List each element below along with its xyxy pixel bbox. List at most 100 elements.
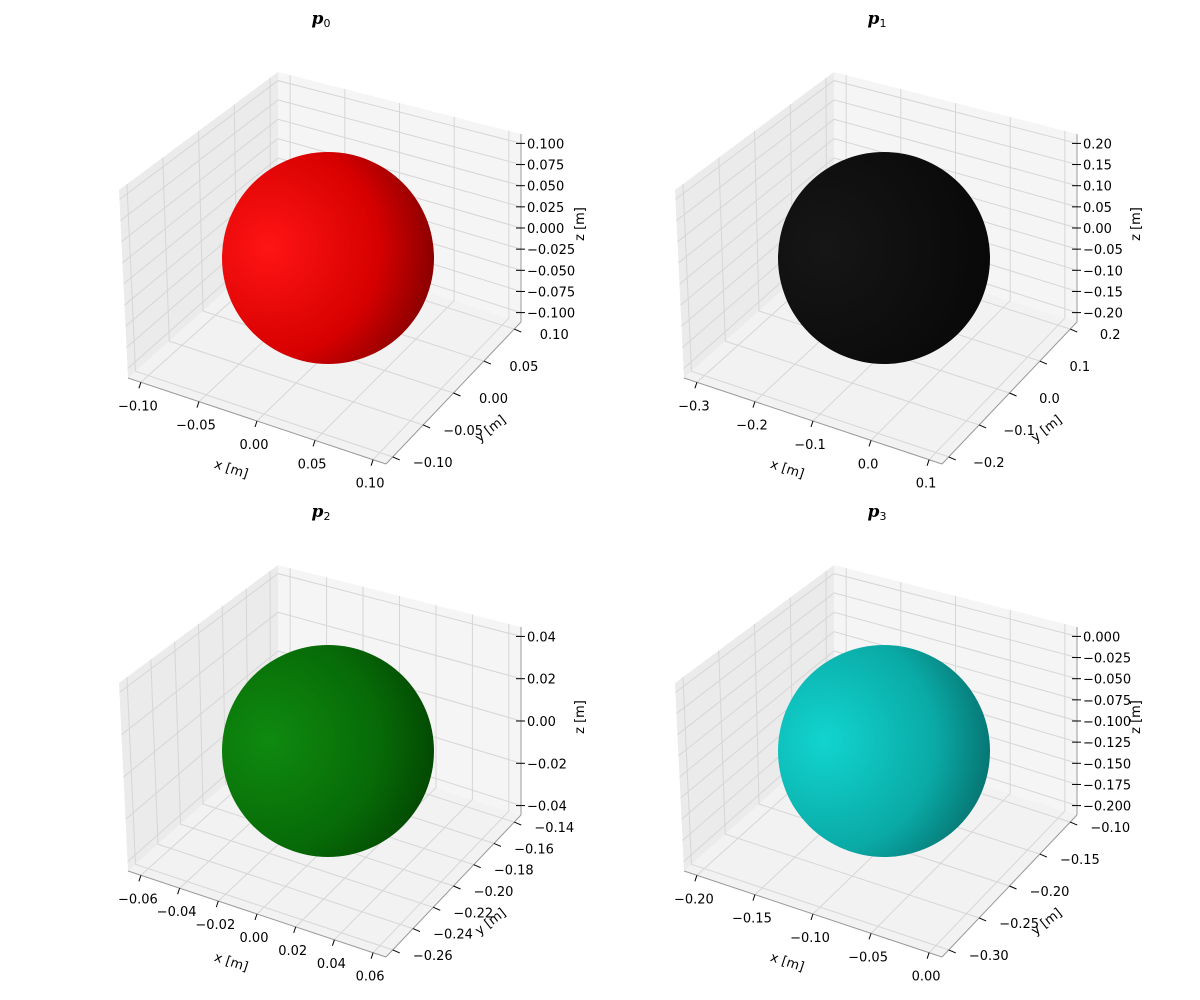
z-tick-label: 0.000 <box>527 222 564 237</box>
grid-line-x <box>372 623 510 954</box>
subplot-p1: −0.3 −0.2 −0.1 0.0 0.1 −0.2 −0.1 0.0 0.1 0.2 −0.20… <box>675 9 1144 492</box>
grid-line-x <box>295 605 437 928</box>
title-subscript: 0 <box>323 17 330 30</box>
y-tick <box>1009 392 1017 397</box>
x-tick <box>810 420 814 428</box>
ticks: −0.06−0.04−0.020.000.020.040.06−0.26−0.2… <box>118 630 574 984</box>
sphere-surface <box>778 152 990 364</box>
grid-line-y <box>150 659 414 930</box>
grid-line-y <box>754 130 1010 394</box>
y-tick-label: −0.16 <box>514 842 554 857</box>
y-tick <box>453 392 461 397</box>
z-tick-label: 0.00 <box>527 715 556 730</box>
grid-line-x <box>928 130 1066 461</box>
z-tick-label: −0.02 <box>527 757 567 772</box>
title-symbol: p <box>312 502 324 522</box>
grid-line-y <box>682 677 949 951</box>
subplot-title: p0 <box>312 9 331 30</box>
y-tick <box>433 906 441 911</box>
z-tick-label: 0.050 <box>527 180 564 195</box>
y-tick-label: −0.10 <box>413 456 453 471</box>
y-tick-label: 0.1 <box>1070 360 1091 375</box>
x-tick <box>868 440 872 447</box>
y-tick <box>493 842 502 847</box>
subplot-p2: −0.06−0.04−0.020.000.020.040.06−0.26−0.2… <box>118 502 588 985</box>
x-tick <box>196 401 200 408</box>
grid-line-z <box>675 80 1078 200</box>
z-tick-label: −0.050 <box>1083 673 1131 688</box>
title-subscript: 2 <box>323 510 330 523</box>
x-tick <box>868 933 872 940</box>
y-tick <box>978 917 987 922</box>
grid-line-y <box>754 623 1010 887</box>
z-tick-label: −0.050 <box>527 264 575 279</box>
y-tick-label: 0.10 <box>540 328 569 343</box>
z-axis-label: z [m] <box>1129 700 1144 734</box>
grid-line-z <box>679 650 1078 778</box>
x-tick <box>926 952 930 959</box>
x-tick-label: −0.05 <box>848 950 888 965</box>
x-tick-label: −0.2 <box>736 419 768 434</box>
x-tick-label: −0.10 <box>790 931 830 946</box>
x-axis-label: x [m] <box>212 457 250 482</box>
x-tick-label: 0.02 <box>278 944 307 959</box>
title-subscript: 1 <box>879 17 886 30</box>
left-pane <box>119 565 278 871</box>
x-tick <box>215 900 219 908</box>
z-tick-label: −0.125 <box>1083 736 1131 751</box>
sphere-surface <box>778 645 990 857</box>
grid-line-x <box>928 623 1066 954</box>
y-tick <box>473 864 481 869</box>
x-tick-label: 0.1 <box>916 477 937 492</box>
z-axis-label: z [m] <box>573 700 588 734</box>
z-tick-label: −0.150 <box>1083 757 1131 772</box>
z-tick-label: 0.20 <box>1083 137 1112 152</box>
z-tick-label: 0.100 <box>527 137 564 152</box>
grid-line-z <box>678 138 1078 264</box>
grid-line-z <box>120 99 522 221</box>
grid-line-z <box>123 157 522 285</box>
y-tick <box>948 456 956 461</box>
y-tick <box>978 424 987 429</box>
y-tick <box>1070 821 1078 826</box>
x-tick-label: −0.20 <box>674 892 714 907</box>
x-tick <box>926 459 930 466</box>
grid-line-z <box>119 80 522 200</box>
subplot-title: p2 <box>312 502 331 523</box>
grid-line-z <box>677 611 1078 736</box>
grid-line-z <box>121 611 522 736</box>
x-tick-label: 0.00 <box>912 970 941 985</box>
z-tick-label: 0.10 <box>1083 180 1112 195</box>
x-tick-label: 0.04 <box>317 957 346 972</box>
y-tick-label: −0.14 <box>534 821 574 836</box>
y-tick-label: −0.15 <box>1060 853 1100 868</box>
y-tick <box>514 328 522 333</box>
z-tick-label: −0.200 <box>1083 800 1131 815</box>
grid-line-z <box>677 118 1078 243</box>
x-tick-label: −0.3 <box>678 399 710 414</box>
subplot-p0: −0.10 −0.05 0.00 0.05 0.10 −0.10 −0.05 0.00 0.05… <box>118 9 588 492</box>
z-tick-label: −0.175 <box>1083 778 1131 793</box>
ticks: −0.3 −0.2 −0.1 0.0 0.1 −0.2 −0.1 0.0 0.1 0.2 −0.20… <box>678 137 1123 491</box>
y-tick-label: 0.05 <box>509 360 538 375</box>
y-tick-label: −0.05 <box>443 424 483 439</box>
grid-line-y <box>198 623 454 887</box>
sphere-surface <box>222 645 434 857</box>
grid-line-z <box>679 157 1078 285</box>
x-tick <box>293 926 297 934</box>
grid-line-y <box>174 641 434 908</box>
x-tick-label: 0.10 <box>356 477 385 492</box>
z-tick-label: −0.10 <box>1083 264 1123 279</box>
x-tick <box>370 459 374 466</box>
z-tick-label: −0.100 <box>527 307 575 322</box>
x-tick <box>810 913 814 921</box>
grid-line-z <box>122 138 522 264</box>
x-tick-label: −0.05 <box>176 419 216 434</box>
grid-line-y <box>682 184 949 458</box>
grid-line-x <box>870 609 1011 934</box>
y-tick <box>483 360 492 365</box>
grid-line-y <box>126 184 393 458</box>
grid-line-z <box>675 573 1078 693</box>
grid-line-y <box>126 677 393 951</box>
x-tick-label: 0.05 <box>298 457 327 472</box>
